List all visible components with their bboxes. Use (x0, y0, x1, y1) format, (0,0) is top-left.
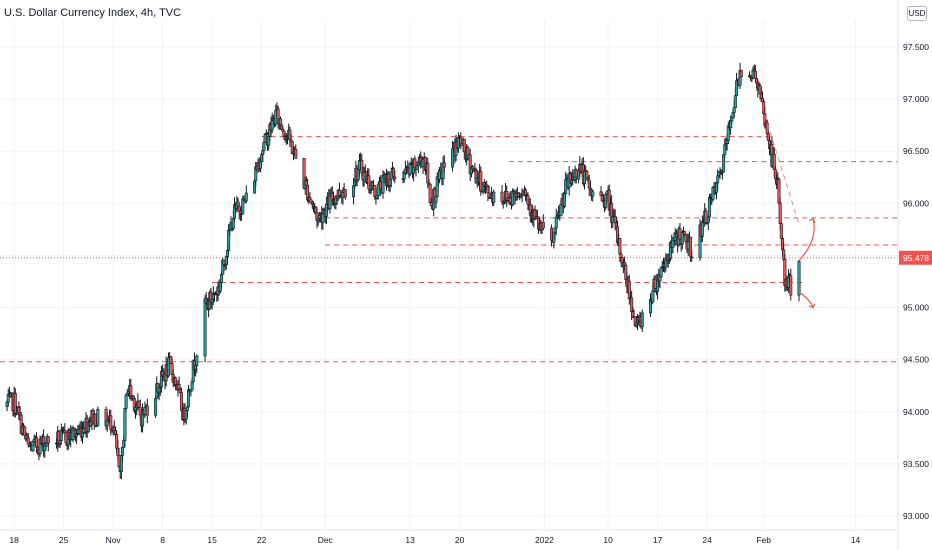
x-tick-label: Feb (756, 535, 771, 545)
annotations (756, 88, 816, 309)
candle-down (64, 432, 68, 444)
candle-up (220, 274, 224, 283)
candle-down (109, 415, 113, 430)
arrow-head-icon (808, 218, 816, 224)
candle-up (357, 160, 361, 170)
x-tick-label: 18 (9, 535, 19, 545)
candle-down (541, 221, 545, 229)
x-tick-label: Nov (106, 535, 122, 545)
x-tick-label: 8 (160, 535, 165, 545)
candle-down (753, 70, 757, 79)
y-tick-label: 95.000 (903, 303, 929, 313)
candle-down (779, 223, 783, 239)
candle-up (167, 357, 171, 377)
candle-down (373, 185, 377, 197)
candle-up (797, 261, 801, 296)
candle-up (195, 355, 199, 366)
candle-up (241, 198, 245, 214)
candle-down (442, 162, 446, 168)
candle-down (678, 228, 682, 240)
y-tick-label: 93.000 (903, 511, 929, 521)
x-tick-label: 17 (653, 535, 663, 545)
candle-down (462, 139, 466, 153)
candle-up (640, 312, 644, 328)
y-tick-label: 94.500 (903, 355, 929, 365)
candle-down (46, 436, 50, 444)
candle-up (700, 221, 704, 237)
y-tick-label: 94.000 (903, 407, 929, 417)
candle-up (492, 191, 496, 203)
candle-down (129, 385, 133, 397)
candle-down (535, 216, 539, 219)
candle-up (733, 95, 737, 109)
candle-up (154, 398, 158, 416)
grid (0, 20, 898, 530)
y-tick-label: 93.500 (903, 459, 929, 469)
x-tick-label: 20 (455, 535, 465, 545)
candle-down (393, 176, 397, 179)
candle-down (739, 70, 743, 78)
arrow-head-icon (808, 303, 816, 309)
candle-up (732, 107, 736, 113)
candle-down (500, 191, 504, 202)
candle-down (308, 197, 312, 201)
candle-down (789, 275, 793, 296)
y-tick-label: 97.500 (903, 42, 929, 52)
projection-arrow-down (798, 291, 814, 308)
currency-badge[interactable]: USD (907, 6, 927, 21)
x-tick-label: 24 (702, 535, 712, 545)
x-tick-label: 14 (851, 535, 861, 545)
downtrend-line (756, 88, 800, 225)
candle-down (294, 149, 298, 159)
candle-down (343, 189, 347, 198)
candle-up (591, 191, 595, 197)
chart-title: U.S. Dollar Currency Index, 4h, TVC (4, 7, 182, 19)
candles (5, 62, 801, 480)
y-tick-label: 96.000 (903, 198, 929, 208)
candle-up (124, 394, 128, 409)
x-tick-label: 15 (207, 535, 217, 545)
candle-up (244, 192, 248, 202)
last-price-label: 95.478 (903, 253, 929, 263)
y-tick-label: 97.000 (903, 94, 929, 104)
x-tick-label: Dec (318, 535, 334, 545)
candle-up (321, 213, 325, 223)
x-tick-label: 13 (405, 535, 415, 545)
x-tick-label: 22 (257, 535, 267, 545)
candle-up (121, 447, 125, 456)
candle-down (778, 202, 782, 224)
candle-down (145, 405, 149, 416)
y-tick-label: 96.500 (903, 146, 929, 156)
projection-arrow-up (798, 218, 815, 262)
level-lines (0, 136, 898, 363)
x-tick-label: 25 (59, 535, 69, 545)
candle-down (690, 256, 694, 259)
last-price-label-bg (899, 250, 932, 265)
candle-up (96, 409, 100, 426)
candle-up (270, 120, 274, 131)
candle-down (619, 253, 623, 258)
x-tick-label: 10 (603, 535, 613, 545)
candle-up (328, 195, 332, 210)
candle-down (653, 278, 657, 289)
x-tick-label: 2022 (535, 535, 554, 545)
candle-up (123, 408, 127, 441)
